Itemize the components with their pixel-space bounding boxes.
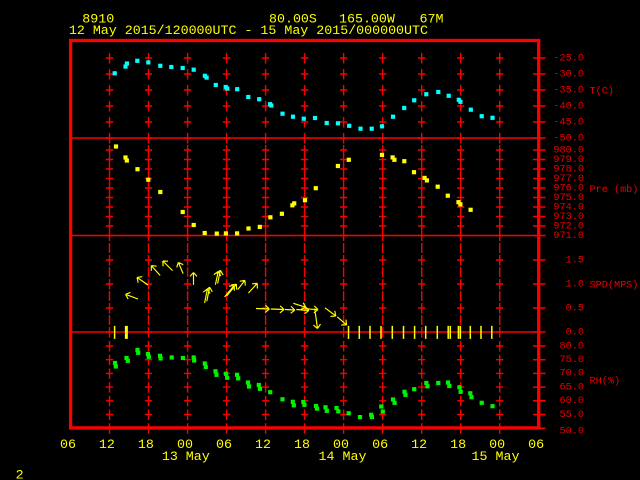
svg-text:973.0: 973.0 xyxy=(553,212,584,223)
svg-text:12 May 2015/120000UTC - 15 May: 12 May 2015/120000UTC - 15 May 2015/0000… xyxy=(69,23,428,38)
svg-text:12: 12 xyxy=(99,437,115,452)
svg-text:75.0: 75.0 xyxy=(560,355,584,366)
svg-text:00: 00 xyxy=(333,437,349,452)
svg-text:60.0: 60.0 xyxy=(560,396,584,407)
svg-text:06: 06 xyxy=(528,437,544,452)
svg-text:65.0: 65.0 xyxy=(560,382,584,393)
svg-text:80.0: 80.0 xyxy=(560,341,584,352)
svg-text:8910: 8910 xyxy=(82,12,114,27)
svg-text:12: 12 xyxy=(255,437,271,452)
svg-text:-35.0: -35.0 xyxy=(553,85,584,96)
svg-text:00: 00 xyxy=(489,437,505,452)
svg-text:06: 06 xyxy=(372,437,388,452)
svg-text:972.0: 972.0 xyxy=(553,221,584,232)
svg-text:18: 18 xyxy=(450,437,466,452)
svg-text:T(C): T(C) xyxy=(590,86,614,98)
svg-text:RH(%): RH(%) xyxy=(590,376,621,388)
svg-text:-50.0: -50.0 xyxy=(553,133,584,144)
svg-text:974.0: 974.0 xyxy=(553,202,584,213)
svg-text:00: 00 xyxy=(177,437,193,452)
svg-text:15 May: 15 May xyxy=(472,449,520,464)
svg-text:18: 18 xyxy=(294,437,310,452)
svg-text:06: 06 xyxy=(216,437,232,452)
svg-text:-45.0: -45.0 xyxy=(553,117,584,128)
svg-text:50.0: 50.0 xyxy=(560,426,584,437)
svg-text:975.0: 975.0 xyxy=(553,193,584,204)
svg-text:-25.0: -25.0 xyxy=(553,53,584,64)
svg-text:-30.0: -30.0 xyxy=(553,69,584,80)
svg-text:Pre (mb): Pre (mb) xyxy=(590,184,639,196)
svg-text:971.0: 971.0 xyxy=(553,231,584,242)
svg-text:979.0: 979.0 xyxy=(553,155,584,166)
svg-text:18: 18 xyxy=(138,437,154,452)
svg-text:0.0: 0.0 xyxy=(566,327,584,338)
svg-text:13 May: 13 May xyxy=(162,449,210,464)
svg-text:1.0: 1.0 xyxy=(566,279,584,290)
svg-text:14 May: 14 May xyxy=(319,449,367,464)
svg-text:165.00W: 165.00W xyxy=(339,12,395,27)
svg-text:1.5: 1.5 xyxy=(566,255,584,266)
svg-text:80.00S: 80.00S xyxy=(269,12,317,27)
svg-text:67M: 67M xyxy=(420,12,444,27)
svg-text:70.0: 70.0 xyxy=(560,369,584,380)
svg-text:2: 2 xyxy=(16,467,24,480)
svg-text:0.5: 0.5 xyxy=(566,303,584,314)
svg-text:980.0: 980.0 xyxy=(553,145,584,156)
svg-text:12: 12 xyxy=(411,437,427,452)
svg-text:976.0: 976.0 xyxy=(553,183,584,194)
svg-text:978.0: 978.0 xyxy=(553,164,584,175)
svg-text:-40.0: -40.0 xyxy=(553,101,584,112)
svg-text:06: 06 xyxy=(60,437,76,452)
svg-text:977.0: 977.0 xyxy=(553,174,584,185)
svg-text:SPD(MPS): SPD(MPS) xyxy=(590,280,639,292)
svg-text:55.0: 55.0 xyxy=(560,410,584,421)
